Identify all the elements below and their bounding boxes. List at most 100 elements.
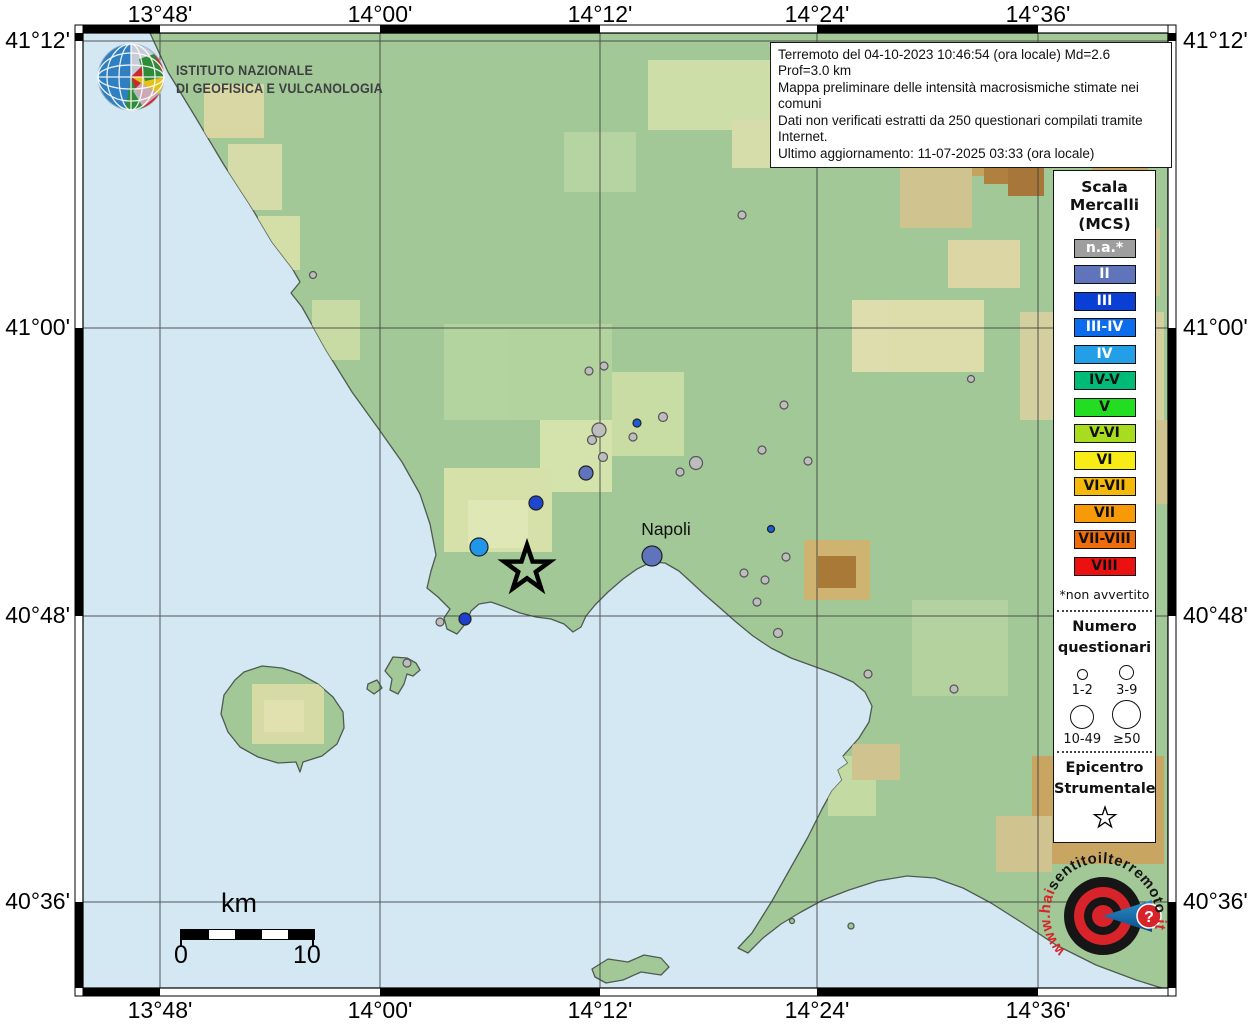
size-circle-icon (1070, 705, 1095, 730)
latitude-label-left: 41°00' (5, 314, 70, 340)
event-info-box: Terremoto del 04-10-2023 10:46:54 (ora l… (770, 42, 1172, 169)
legend-class-chip: V-VI (1073, 424, 1136, 444)
legend-classes: n.a.* II III III-IV IV IV-V V V-VI VI VI-VII VII VI… (1054, 233, 1155, 586)
questionnaire-size: 1-2 (1060, 665, 1105, 698)
map-point (308, 270, 318, 280)
star-icon (1092, 805, 1117, 829)
graticule (83, 33, 1168, 988)
longitude-label-bottom: 14°24' (784, 997, 850, 1023)
size-circle-icon (1112, 700, 1142, 730)
map-point (772, 627, 784, 639)
map-point (657, 411, 669, 423)
longitude-label-top: 13°48' (127, 1, 193, 27)
latitude-label-right: 41°12' (1183, 27, 1248, 53)
map-point (597, 451, 609, 463)
legend-class-chip: VII-VIII (1073, 530, 1136, 550)
latitude-label-left: 40°36' (5, 888, 70, 914)
map-point (966, 374, 976, 384)
epicenter-legend-title: Epicentro Strumentale (1054, 760, 1156, 798)
map-point (599, 361, 609, 371)
map-point (739, 568, 749, 578)
map-point (591, 422, 607, 438)
legend-footnote: *non avvertito (1059, 587, 1150, 603)
map-point (779, 400, 789, 410)
questionnaire-title: Numero questionari (1057, 619, 1152, 657)
legend-class-chip: VIII (1073, 556, 1136, 576)
legend-class-chip: III-IV (1073, 318, 1136, 338)
questionnaire-sizes: 1-2 3-9 10-49 ≥50 (1054, 659, 1155, 751)
map-point (469, 537, 489, 557)
map-point (435, 617, 445, 627)
separator (1057, 610, 1152, 613)
scale-bar (182, 929, 315, 940)
event-info-line: Terremoto del 04-10-2023 10:46:54 (ora l… (778, 47, 1111, 79)
map-point (688, 455, 704, 471)
questionnaire-size: 10-49 (1060, 700, 1105, 747)
legend-class-chip: III (1073, 291, 1136, 311)
map-point (863, 669, 873, 679)
map-point (528, 495, 544, 511)
legend-title: Scala Mercalli (MCS) (1069, 178, 1140, 233)
scale-tick (312, 929, 314, 946)
map-point (458, 612, 472, 626)
epicenter-star-icon (497, 537, 557, 595)
latitude-label-right: 40°36' (1183, 888, 1248, 914)
latitude-label-left: 41°12' (5, 27, 70, 53)
map-point (675, 467, 685, 477)
question-mark-icon (1136, 903, 1162, 929)
legend: Scala Mercalli (MCS) n.a.* II III III-IV IV IV-… (1053, 170, 1156, 844)
map-frame (74, 24, 1177, 997)
map-point (781, 552, 791, 562)
island-procida (384, 656, 421, 695)
islet (366, 679, 383, 695)
longitude-label-top: 14°24' (784, 1, 850, 27)
longitude-label-bottom: 14°36' (1005, 997, 1071, 1023)
size-circle-icon (1119, 665, 1135, 681)
legend-class-chip: VII (1073, 503, 1136, 523)
legend-class-chip: n.a.* (1073, 238, 1136, 258)
event-info-line: Dati non verificati estratti da 250 ques… (778, 112, 1143, 145)
map-point (402, 658, 412, 668)
scale-bar-unit: km (221, 888, 257, 918)
event-info-line: Ultimo aggiornamento: 11-07-2025 03:33 (… (778, 145, 1095, 161)
latitude-label-right: 41°00' (1183, 314, 1248, 340)
map-point (803, 456, 813, 466)
legend-class-chip: II (1073, 265, 1136, 285)
city-label: Napoli (641, 519, 691, 539)
questionnaire-size: 3-9 (1105, 665, 1150, 698)
longitude-label-bottom: 14°00' (347, 997, 413, 1023)
map-point (632, 418, 642, 428)
map-point (586, 434, 598, 446)
longitude-label-bottom: 13°48' (127, 997, 193, 1023)
map-point (584, 366, 594, 376)
event-info-line: Mappa preliminare delle intensità macros… (778, 79, 1139, 112)
legend-class-chip: IV-V (1073, 371, 1136, 391)
longitude-label-top: 14°36' (1005, 1, 1071, 27)
city-labels: Napoli (641, 519, 691, 539)
map-point (949, 684, 959, 694)
separator (1057, 751, 1152, 754)
scale-start: 0 (174, 941, 188, 969)
map-point (752, 597, 762, 607)
longitude-label-top: 14°12' (567, 1, 633, 27)
longitude-label-top: 14°00' (347, 1, 413, 27)
intensity-points (308, 210, 976, 694)
latitude-label-right: 40°48' (1183, 602, 1248, 628)
map-point (760, 575, 770, 585)
map-point (757, 445, 767, 455)
legend-class-chip: V (1073, 397, 1136, 417)
map-point (578, 465, 594, 481)
svg-text:?: ? (1144, 909, 1154, 926)
longitude-label-bottom: 14°12' (567, 997, 633, 1023)
island-capri (591, 954, 670, 984)
map-point (766, 524, 776, 534)
map-point (641, 545, 663, 567)
map-point (628, 432, 638, 442)
ingv-globe-icon (97, 43, 165, 111)
questionnaire-size: ≥50 (1105, 700, 1150, 747)
legend-class-chip: VI (1073, 450, 1136, 470)
legend-class-chip: IV (1073, 344, 1136, 364)
latitude-label-left: 40°48' (5, 602, 70, 628)
legend-class-chip: VI-VII (1073, 477, 1136, 497)
